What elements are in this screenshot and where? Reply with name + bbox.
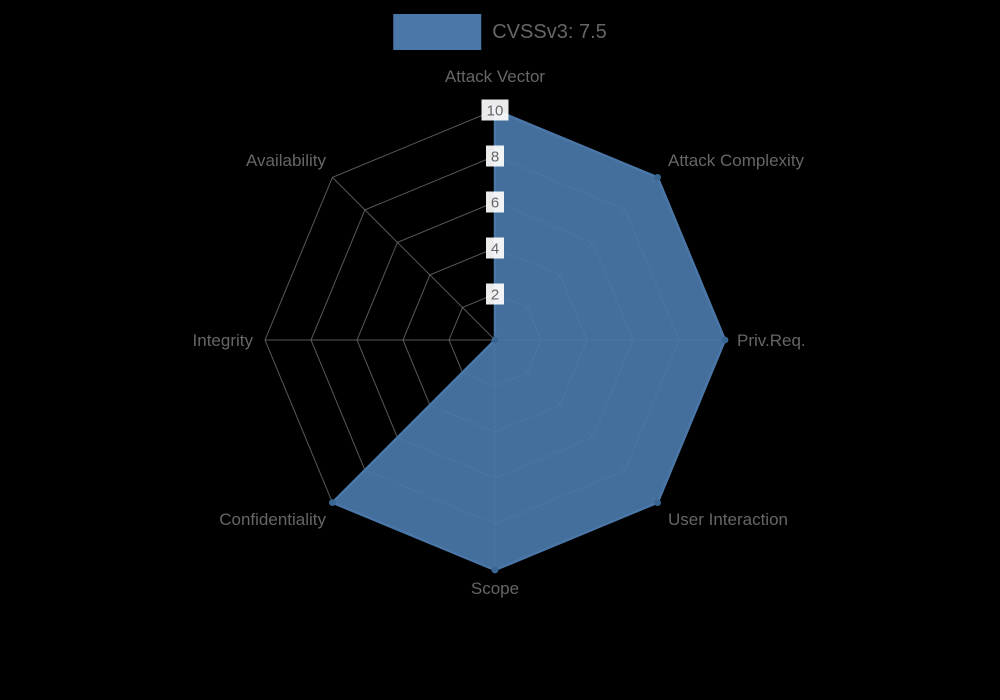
tick-label: 4 — [491, 241, 499, 258]
axis-label-priv-req: Priv.Req. — [737, 331, 806, 350]
data-point-user-interaction[interactable] — [654, 499, 661, 506]
data-point-availability[interactable] — [491, 336, 499, 344]
data-point-attack-complexity[interactable] — [654, 174, 661, 181]
tick-label: 8 — [491, 149, 499, 166]
tick-label: 10 — [487, 103, 504, 120]
axis-label-integrity: Integrity — [193, 331, 254, 350]
tick-label: 2 — [491, 287, 499, 304]
axis-label-confidentiality: Confidentiality — [219, 510, 326, 529]
chart-legend[interactable]: CVSSv3: 7.5 — [393, 14, 607, 50]
data-point-scope[interactable] — [491, 566, 499, 574]
axis-label-user-interaction: User Interaction — [668, 510, 788, 529]
axis-label-scope: Scope — [471, 579, 519, 598]
axis-label-attack-vector: Attack Vector — [445, 67, 545, 86]
axis-label-attack-complexity: Attack Complexity — [668, 151, 805, 170]
tick-backdrop — [486, 283, 504, 305]
data-point-confidentiality[interactable] — [329, 499, 336, 506]
data-point-priv-req[interactable] — [721, 336, 729, 344]
legend-swatch — [393, 14, 482, 50]
legend-label: CVSSv3: 7.5 — [492, 20, 607, 43]
tick-backdrop — [481, 99, 509, 121]
dataset-area[interactable] — [331, 108, 727, 572]
tick-backdrop — [486, 191, 504, 213]
tick-label: 6 — [491, 195, 499, 212]
axis-label-availability: Availability — [246, 151, 327, 170]
tick-backdrop — [486, 145, 504, 167]
tick-backdrop — [486, 237, 504, 259]
axis-spoke — [332, 177, 496, 341]
